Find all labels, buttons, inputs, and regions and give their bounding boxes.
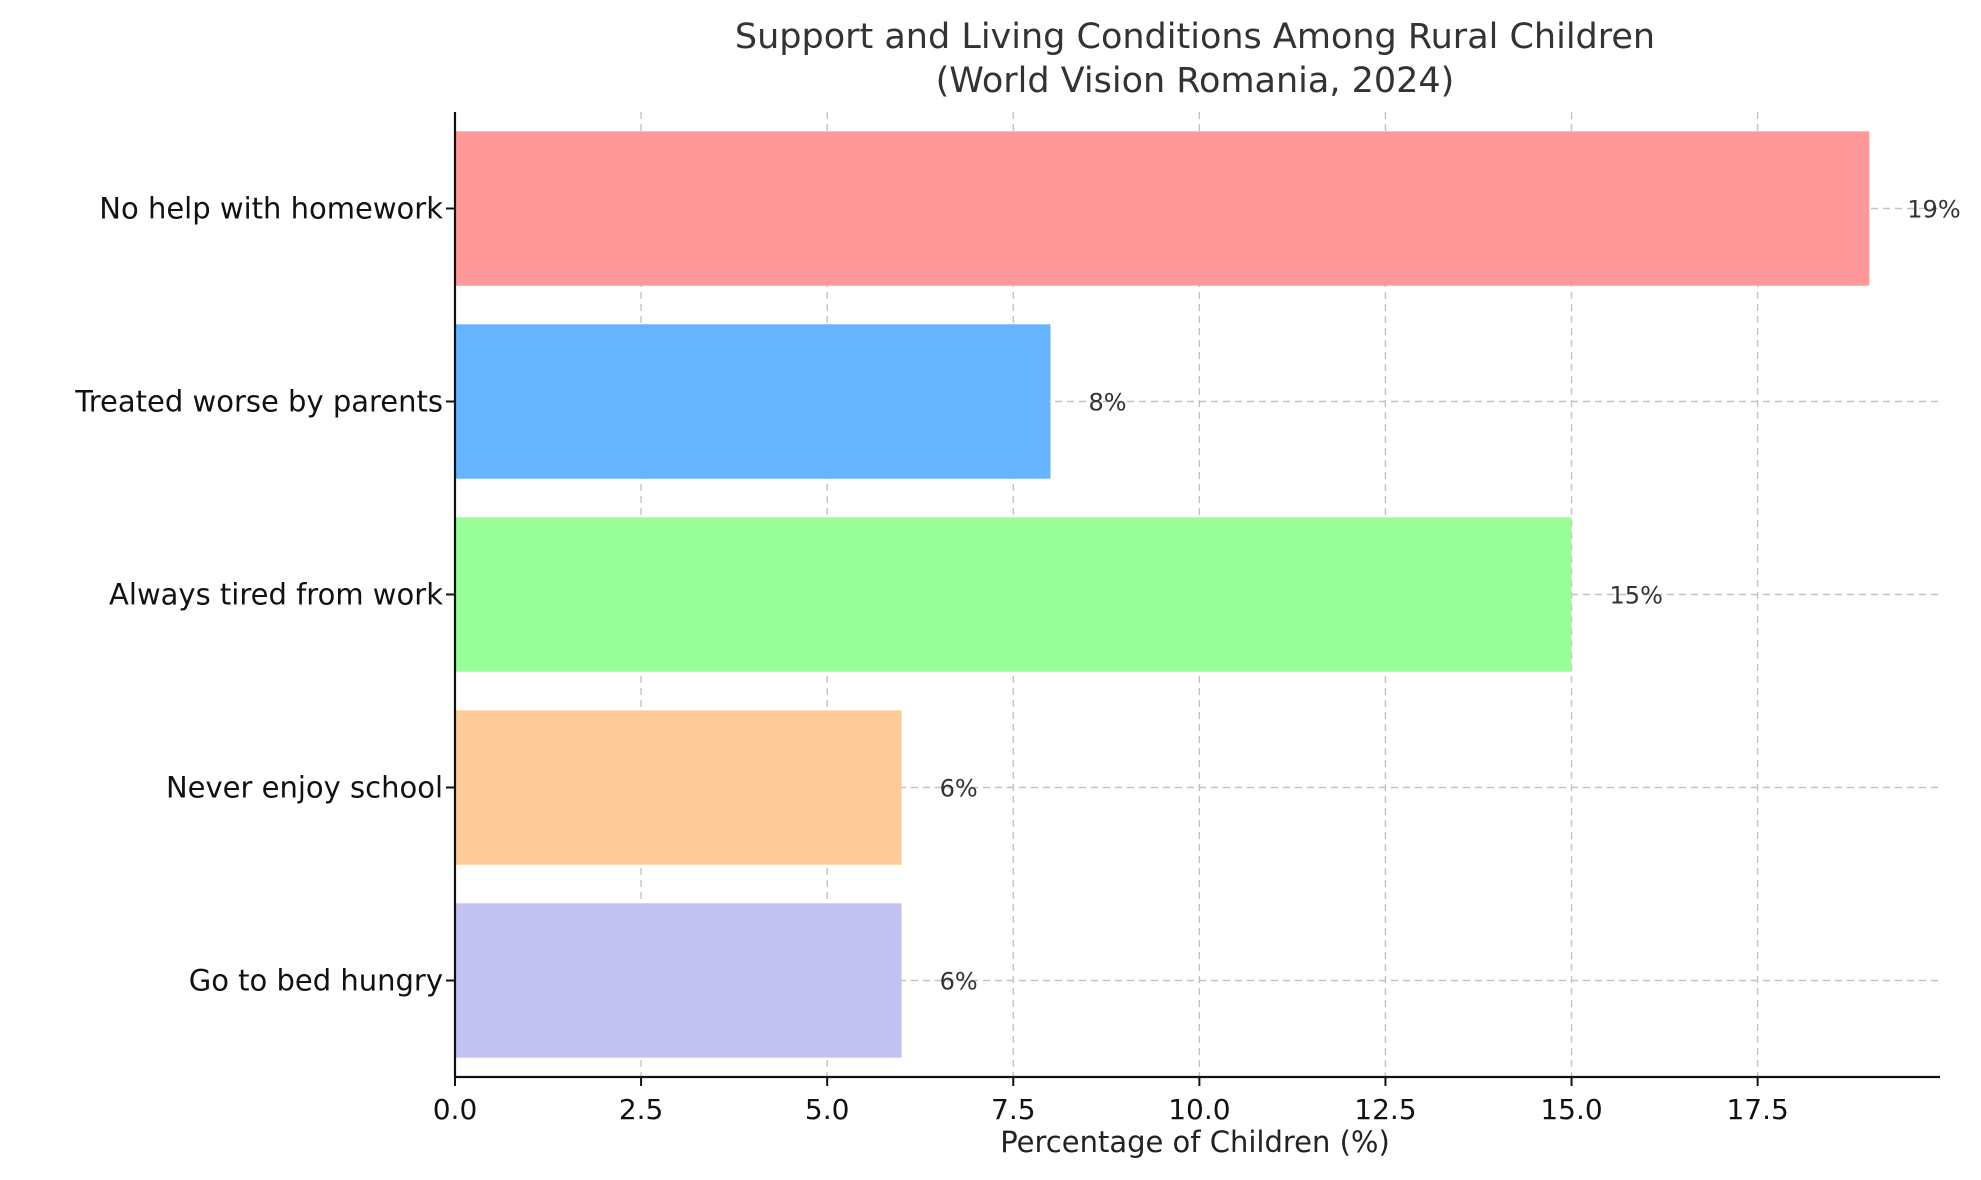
x-tick-label: 5.0 <box>805 1093 850 1126</box>
bar <box>455 517 1572 672</box>
bar <box>455 710 902 865</box>
x-tick-label: 0.0 <box>433 1093 478 1126</box>
x-tick-label: 7.5 <box>991 1093 1036 1126</box>
y-tick-label: Go to bed hungry <box>189 964 443 998</box>
x-tick-label: 12.5 <box>1354 1093 1416 1126</box>
bar <box>455 903 902 1058</box>
y-axis-ticks: No help with homework Treated worse by pa… <box>74 192 455 998</box>
y-tick-label: Treated worse by parents <box>74 385 443 419</box>
bar <box>455 131 1870 286</box>
chart-title: Support and Living Conditions Among Rura… <box>735 17 1655 57</box>
x-tick-label: 2.5 <box>619 1093 664 1126</box>
bar-value-label: 6% <box>940 775 978 803</box>
x-axis-ticks: 0.0 2.5 5.0 7.5 10.0 12.5 15.0 17.5 <box>433 1077 1789 1126</box>
bar-value-label: 15% <box>1610 582 1663 610</box>
y-tick-label: Never enjoy school <box>166 771 443 805</box>
y-tick-label: No help with homework <box>99 192 443 226</box>
x-tick-label: 15.0 <box>1540 1093 1602 1126</box>
bar-layer <box>455 131 1870 1058</box>
x-axis-title: Percentage of Children (%) <box>1000 1125 1390 1159</box>
x-tick-label: 10.0 <box>1168 1093 1230 1126</box>
bar-value-label: 8% <box>1088 389 1126 417</box>
y-tick-label: Always tired from work <box>109 578 443 612</box>
bar-value-label: 6% <box>940 968 978 996</box>
bar-value-label: 19% <box>1907 196 1960 224</box>
value-label-layer: 19% 8% 15% 6% 6% <box>940 196 1961 996</box>
bar <box>455 324 1051 479</box>
chart-subtitle: (World Vision Romania, 2024) <box>936 61 1455 101</box>
x-tick-label: 17.5 <box>1726 1093 1788 1126</box>
